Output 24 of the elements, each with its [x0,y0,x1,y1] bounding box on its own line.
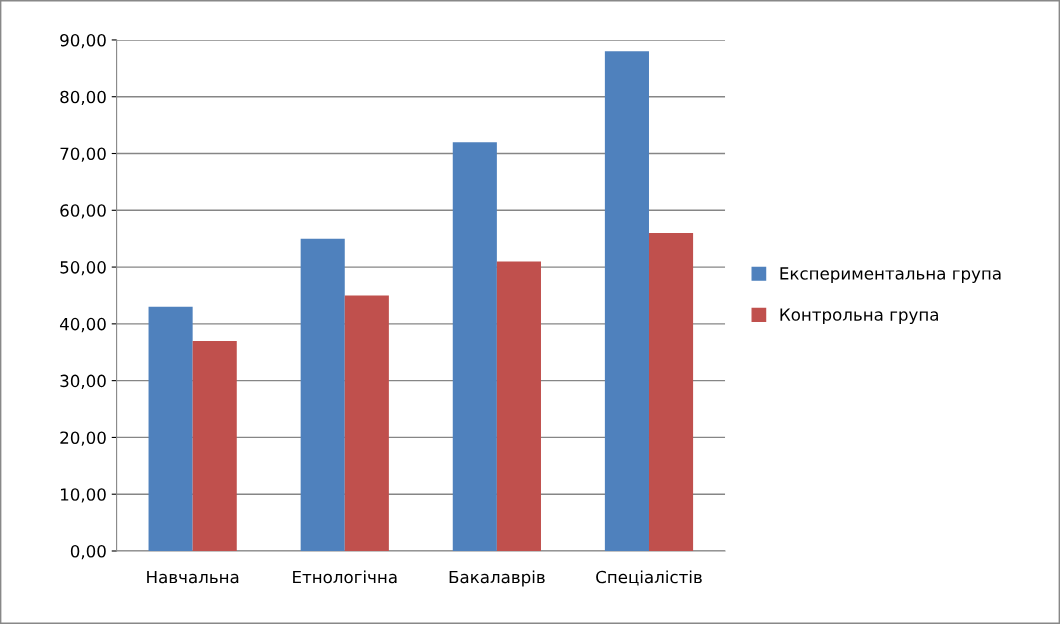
bar [496,261,541,551]
x-tick-label: Спеціалістів [596,570,702,586]
x-tick-label: Навчальна [147,570,239,584]
x-tick-label: Етнологічна [293,570,397,584]
y-tick-label: 50,00 [60,261,106,276]
bar [344,295,389,551]
y-tick-label: 80,00 [60,90,106,105]
legend-label: Експериментальна група [780,267,1001,283]
bar [300,238,345,551]
legend-label: Контрольна група [780,308,938,325]
y-tick-label: 10,00 [60,488,106,503]
y-tick-label: 20,00 [60,431,106,446]
y-tick-label: 90,00 [60,33,106,49]
y-tick-label: 60,00 [60,204,106,219]
y-tick-label: 40,00 [59,317,106,333]
bar [604,51,649,551]
bar [192,340,237,551]
y-tick-label: 70,00 [60,147,106,162]
bar [148,306,193,551]
y-tick-label: 0,00 [70,544,106,560]
y-tick-label: 30,00 [60,374,106,389]
bar [452,142,497,551]
x-tick-label: Бакалаврів [449,570,545,587]
bar [648,233,694,551]
